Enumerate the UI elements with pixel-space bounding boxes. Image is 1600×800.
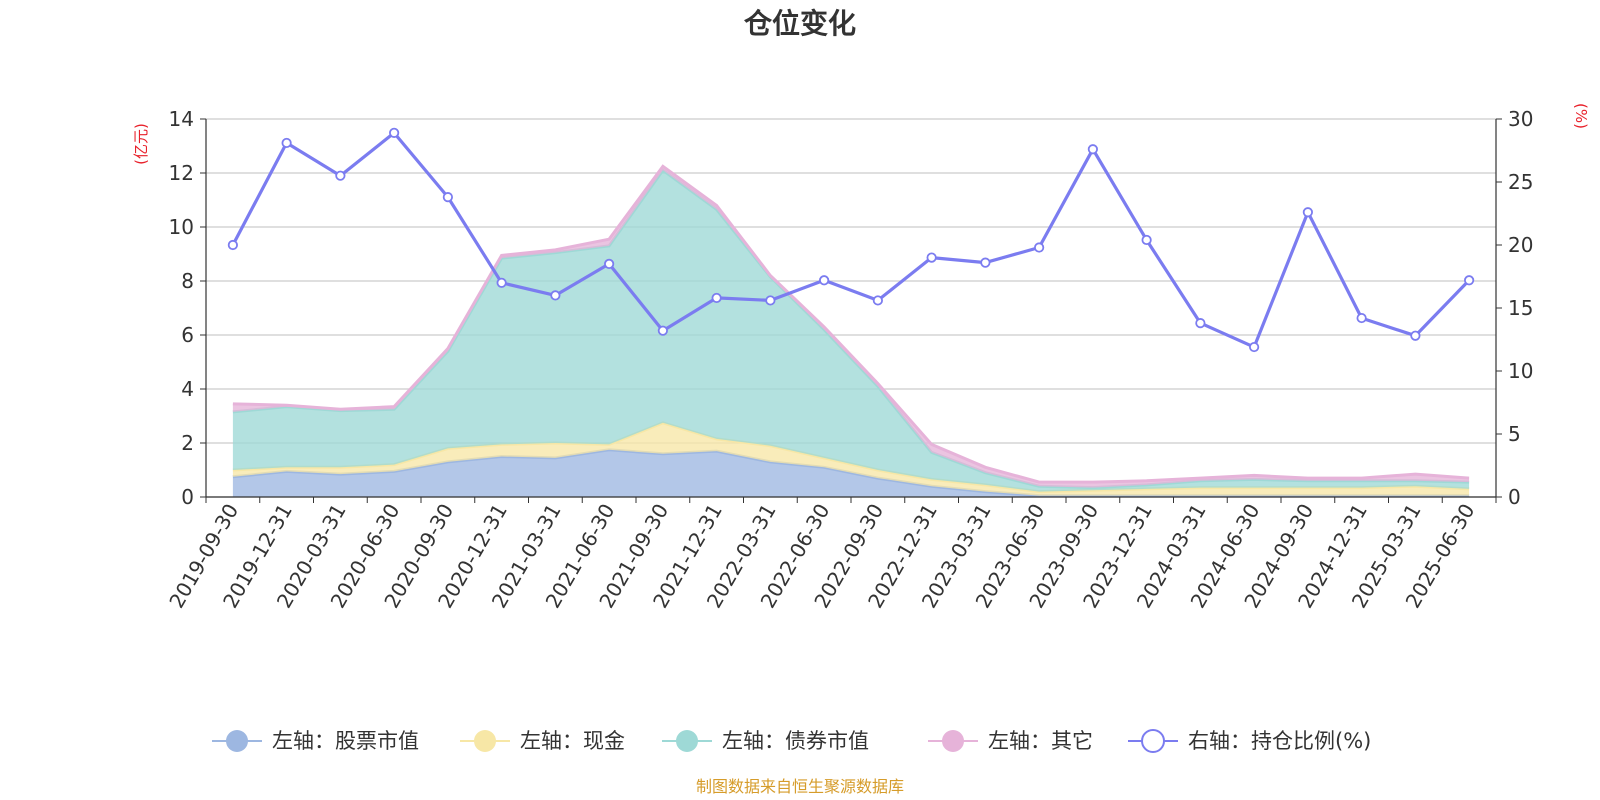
- left-tick-label: 6: [181, 323, 194, 347]
- left-tick-label: 0: [181, 485, 194, 509]
- ratio-point: [604, 258, 615, 269]
- ratio-point: [711, 292, 722, 304]
- ratio-point: [1141, 234, 1152, 246]
- legend-label: 右轴：持仓比例(%): [1188, 729, 1371, 753]
- stacked-areas: [232, 164, 1470, 498]
- right-tick-label: 10: [1508, 359, 1533, 383]
- source-note: 制图数据来自恒生聚源数据库: [696, 777, 904, 796]
- left-tick-label: 4: [181, 377, 194, 401]
- ratio-point: [819, 275, 830, 286]
- chart-title: 仓位变化: [744, 7, 856, 40]
- ratio-point: [1410, 330, 1421, 341]
- right-tick-label: 5: [1508, 422, 1521, 446]
- legend-label: 左轴：其它: [988, 729, 1093, 753]
- left-tick-label: 14: [169, 107, 194, 131]
- right-tick-label: 25: [1508, 170, 1533, 194]
- right-tick-label: 20: [1508, 233, 1533, 257]
- legend-item: 右轴：持仓比例(%): [1128, 729, 1371, 753]
- ratio-line: [227, 127, 1475, 353]
- ratio-point: [1464, 275, 1475, 286]
- legend-label: 左轴：股票市值: [272, 729, 419, 753]
- area-左轴：债券市值: [232, 170, 1470, 492]
- left-tick-label: 8: [181, 269, 194, 293]
- right-axis-unit: (%): [1572, 103, 1590, 129]
- left-tick-label: 10: [169, 215, 194, 239]
- right-tick-label: 30: [1508, 107, 1533, 131]
- legend-item: 左轴：股票市值: [212, 729, 419, 753]
- right-tick-label: 0: [1508, 485, 1521, 509]
- ratio-point: [227, 239, 238, 251]
- legend: 左轴：股票市值 左轴：现金 左轴：债券市值 左轴：其它 右轴：持仓比例(%): [212, 729, 1371, 753]
- legend-item: 左轴：债券市值: [662, 729, 869, 753]
- ratio-point: [926, 252, 937, 263]
- ratio-point: [496, 277, 507, 288]
- ratio-point: [281, 137, 292, 149]
- ratio-point: [1087, 144, 1098, 155]
- ratio-point: [1195, 318, 1206, 329]
- ratio-line-path: [231, 131, 1471, 349]
- legend-marker: [474, 730, 496, 752]
- legend-item: 左轴：其它: [928, 729, 1093, 753]
- ratio-point: [442, 192, 453, 203]
- left-axis-unit: (亿元): [132, 123, 150, 165]
- ratio-point: [389, 127, 400, 138]
- ratio-point: [1302, 207, 1313, 218]
- ratio-point: [1034, 242, 1045, 253]
- right-tick-label: 15: [1508, 296, 1533, 320]
- ratio-point: [657, 325, 668, 336]
- legend-marker: [942, 730, 964, 752]
- legend-label: 左轴：现金: [520, 729, 625, 753]
- left-tick-label: 12: [169, 161, 194, 185]
- ratio-point: [550, 290, 561, 301]
- ratio-point: [1356, 312, 1367, 324]
- left-tick-label: 2: [181, 431, 194, 455]
- legend-item: 左轴：现金: [460, 729, 625, 753]
- ratio-point: [872, 295, 883, 306]
- ratio-point: [1249, 341, 1260, 353]
- ratio-point: [335, 170, 346, 181]
- legend-marker-hollow: [1141, 729, 1165, 753]
- legend-marker: [226, 730, 248, 752]
- legend-marker: [676, 730, 698, 752]
- ratio-point: [980, 257, 991, 268]
- area-edge: [232, 164, 1470, 484]
- legend-label: 左轴：债券市值: [722, 729, 869, 753]
- ratio-point: [765, 295, 776, 306]
